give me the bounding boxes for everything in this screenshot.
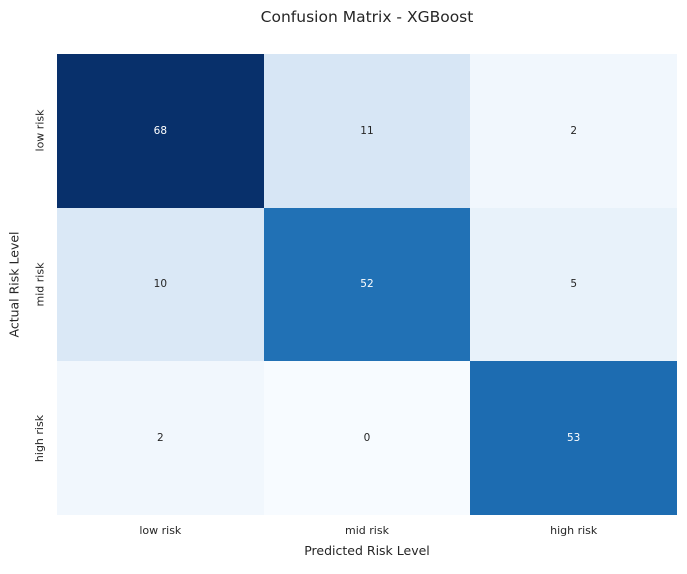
heatmap-cell-low-risk-high-risk: 2	[470, 54, 677, 208]
x-tick-mid-risk: mid risk	[345, 524, 389, 537]
y-tick-label: mid risk	[33, 262, 47, 307]
chart-title: Confusion Matrix - XGBoost	[260, 8, 474, 26]
heatmap-cell-mid-risk-high-risk: 5	[470, 207, 677, 362]
x-tick-low-risk: low risk	[139, 524, 182, 537]
heatmap-cell-high-risk-mid-risk: 0	[263, 361, 471, 515]
y-tick-low-risk: low risk	[28, 54, 52, 208]
y-tick-label: low risk	[33, 109, 47, 152]
y-axis-ticks: low risk mid risk high risk	[28, 54, 52, 515]
y-axis-label-wrap: Actual Risk Level	[1, 54, 26, 515]
y-tick-mid-risk: mid risk	[28, 208, 52, 362]
heatmap-cell-low-risk-low-risk: 68	[57, 54, 264, 208]
y-tick-label: high risk	[33, 414, 47, 462]
x-axis-label: Predicted Risk Level	[304, 543, 430, 558]
x-axis-ticks: low risk mid risk high risk	[57, 524, 677, 537]
heatmap-cell-high-risk-low-risk: 2	[57, 361, 264, 515]
heatmap-cell-high-risk-high-risk: 53	[470, 361, 677, 515]
y-tick-high-risk: high risk	[28, 361, 52, 515]
heatmap-cell-mid-risk-low-risk: 10	[57, 207, 264, 362]
y-axis-label: Actual Risk Level	[6, 231, 22, 338]
heatmap-cell-mid-risk-mid-risk: 52	[263, 207, 471, 362]
heatmap-grid: 68 11 2 10 52 5 2 0 53	[57, 54, 677, 515]
heatmap-cell-low-risk-mid-risk: 11	[263, 54, 471, 208]
x-tick-high-risk: high risk	[550, 524, 598, 537]
